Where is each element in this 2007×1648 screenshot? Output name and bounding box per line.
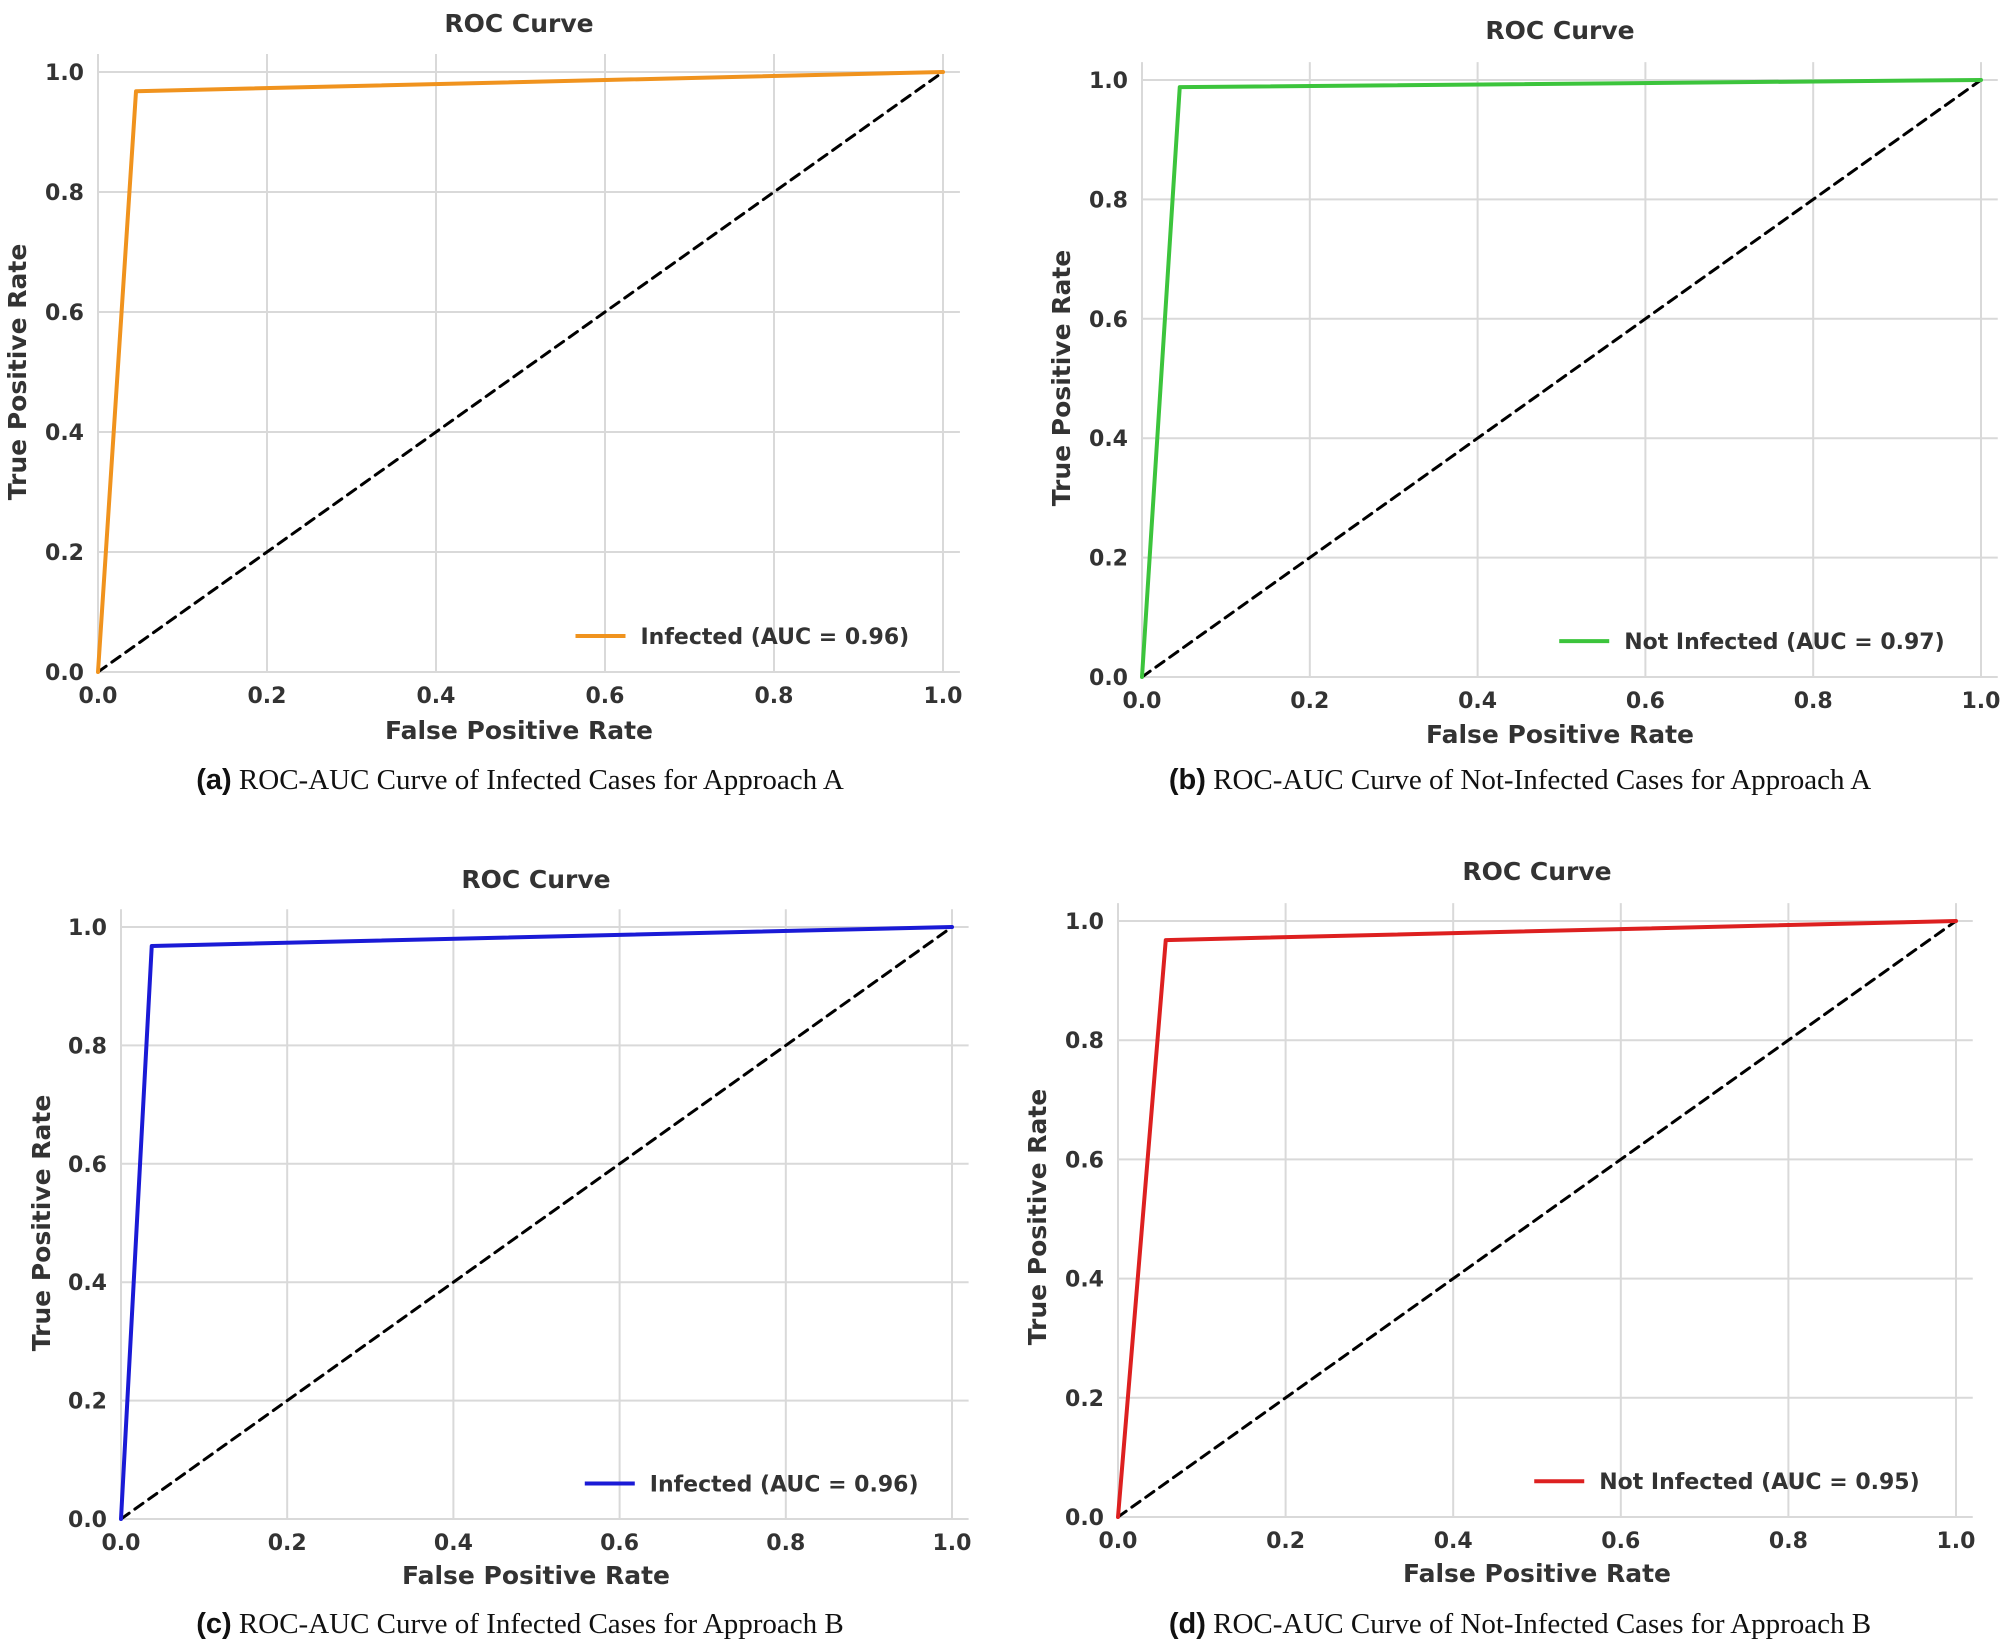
x-tick-label: 1.0 [1937,1529,1976,1554]
caption-d: (d) ROC-AUC Curve of Not-Infected Cases … [1040,1608,2000,1641]
chance-diagonal-line [119,925,954,1521]
caption-b: (b) ROC-AUC Curve of Not-Infected Cases … [1040,764,2000,797]
roc-chart-c: 0.0 0.2 0.4 0.6 0.8 1.0 0.0 0.2 0.4 0.6 0.8 1.0 ROC … [27,865,972,1590]
caption-text-b: ROC-AUC Curve of Not-Infected Cases for … [1205,764,1872,796]
roc-curve-line [1140,78,1983,679]
caption-tag-b: (b) [1168,764,1206,796]
y-tick-label: 0.8 [1089,188,1128,213]
y-tick-label: 0.4 [1089,427,1128,452]
chart-title: ROC Curve [1462,857,1611,886]
legend-label: Infected (AUC = 0.96) [650,1472,919,1497]
y-tick-label: 0.4 [1065,1268,1104,1293]
roc-chart-a: 0.0 0.2 0.4 0.6 0.8 1.0 0.0 0.2 0.4 0.6 0.8 1.0 ROC … [3,9,963,745]
roc-curve-line [119,925,954,1521]
caption-tag-c: (c) [196,1608,232,1640]
y-tick-label: 0.6 [45,301,84,326]
y-tick-label: 1.0 [68,916,107,941]
x-tick-label: 0.8 [1769,1529,1808,1554]
roc-curve-line [96,70,945,674]
x-tick-label: 0.4 [1458,689,1497,714]
x-tick-label: 0.0 [1123,689,1162,714]
y-tick-label: 0.0 [45,661,84,686]
chance-diagonal-line [1116,919,1958,1519]
x-tick-label: 1.0 [1962,689,2001,714]
y-tick-label: 0.8 [45,181,84,206]
chart-title: ROC Curve [461,865,610,894]
x-tick-label: 1.0 [933,1531,972,1556]
x-tick-label: 0.2 [1290,689,1329,714]
x-tick-label: 0.0 [79,684,118,709]
chart-title: ROC Curve [444,9,593,38]
y-tick-label: 0.2 [68,1390,107,1415]
legend-label: Infected (AUC = 0.96) [641,625,910,650]
roc-chart-d: 0.0 0.2 0.4 0.6 0.8 1.0 0.0 0.2 0.4 0.6 0.8 1.0 ROC … [1023,857,1976,1588]
y-tick-label: 1.0 [45,61,84,86]
caption-text-d: ROC-AUC Curve of Not-Infected Cases for … [1205,1608,1872,1640]
y-tick-label: 0.8 [1065,1029,1104,1054]
x-tick-label: 0.8 [755,684,794,709]
x-tick-label: 1.0 [924,684,963,709]
y-tick-label: 0.4 [68,1271,107,1296]
x-axis-label: False Positive Rate [1426,720,1694,749]
chance-diagonal-line [1140,78,1983,679]
x-tick-label: 0.8 [1794,689,1833,714]
y-tick-label: 0.0 [1089,666,1128,691]
caption-a: (a) ROC-AUC Curve of Infected Cases for … [0,764,1040,797]
y-axis-label: True Positive Rate [27,1095,56,1352]
x-tick-label: 0.8 [766,1531,805,1556]
x-tick-label: 0.2 [1266,1529,1305,1554]
x-tick-label: 0.6 [600,1531,639,1556]
x-axis-label: False Positive Rate [385,716,653,745]
x-tick-label: 0.0 [102,1531,141,1556]
caption-tag-d: (d) [1168,1608,1206,1640]
caption-c: (c) ROC-AUC Curve of Infected Cases for … [0,1608,1040,1641]
x-tick-label: 0.6 [586,684,625,709]
y-tick-label: 1.0 [1089,69,1128,94]
x-tick-label: 0.6 [1601,1529,1640,1554]
y-axis-label: True Positive Rate [1023,1089,1052,1346]
chance-diagonal-line [96,70,945,674]
x-tick-label: 0.2 [248,684,287,709]
x-axis-label: False Positive Rate [402,1561,670,1590]
roc-curve-line [1116,919,1958,1519]
y-tick-label: 0.6 [1065,1148,1104,1173]
x-tick-label: 0.2 [268,1531,307,1556]
x-axis-label: False Positive Rate [1403,1559,1671,1588]
y-tick-label: 0.0 [1065,1506,1104,1531]
x-tick-label: 0.4 [417,684,456,709]
y-tick-label: 0.2 [1065,1387,1104,1412]
x-tick-label: 0.6 [1626,689,1665,714]
caption-text-a: ROC-AUC Curve of Infected Cases for Appr… [231,764,844,796]
y-tick-label: 0.6 [1089,308,1128,333]
legend-label: Not Infected (AUC = 0.95) [1599,1470,1919,1495]
y-tick-label: 0.8 [68,1034,107,1059]
x-tick-label: 0.0 [1099,1529,1138,1554]
legend-label: Not Infected (AUC = 0.97) [1624,630,1944,655]
caption-tag-a: (a) [196,764,232,796]
chart-title: ROC Curve [1485,16,1634,45]
y-tick-label: 0.0 [68,1508,107,1533]
x-tick-label: 0.4 [1434,1529,1473,1554]
y-tick-label: 0.2 [1089,547,1128,572]
y-axis-label: True Positive Rate [3,244,32,501]
caption-text-c: ROC-AUC Curve of Infected Cases for Appr… [231,1608,844,1640]
y-tick-label: 0.6 [68,1153,107,1178]
y-tick-label: 0.2 [45,541,84,566]
roc-chart-b: 0.0 0.2 0.4 0.6 0.8 1.0 0.0 0.2 0.4 0.6 0.8 1.0 ROC … [1047,16,2001,749]
y-tick-label: 0.4 [45,421,84,446]
y-tick-label: 1.0 [1065,910,1104,935]
y-axis-label: True Positive Rate [1047,250,1076,507]
x-tick-label: 0.4 [434,1531,473,1556]
